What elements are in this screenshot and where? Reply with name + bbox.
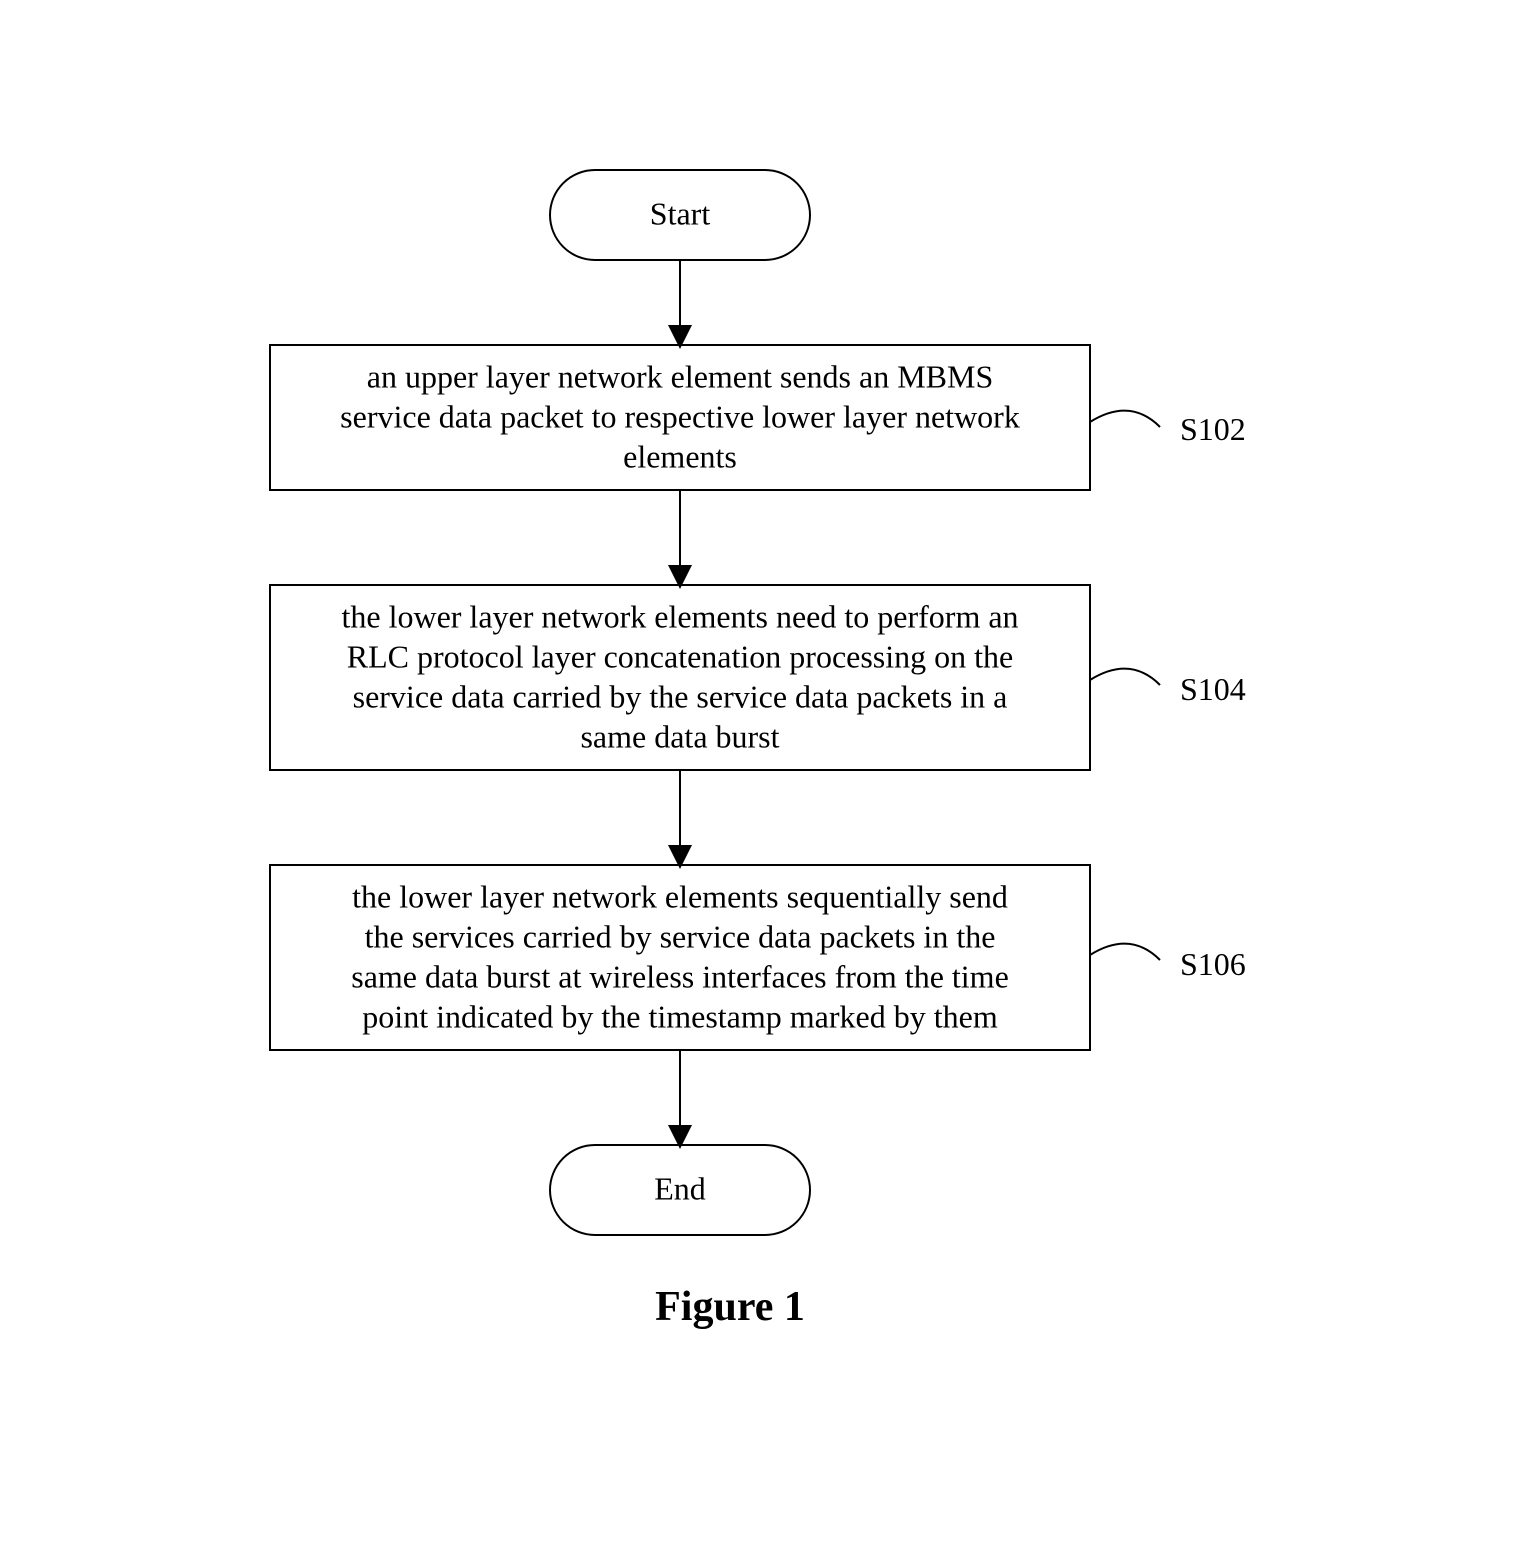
start-text: Start [650, 195, 711, 231]
s104-connector [1090, 669, 1160, 685]
s106-text: the lower layer network elements sequent… [351, 879, 1009, 1035]
end-text: End [654, 1170, 706, 1206]
s106-connector [1090, 944, 1160, 960]
s104-text: the lower layer network elements need to… [341, 599, 1018, 755]
s102-label: S102 [1180, 411, 1246, 447]
s102-text: an upper layer network element sends an … [340, 359, 1020, 475]
s102-connector [1090, 411, 1160, 427]
flowchart-svg: Start an upper layer network element send… [0, 0, 1518, 1568]
s106-label: S106 [1180, 946, 1246, 982]
s104-label: S104 [1180, 671, 1246, 707]
figure-caption: Figure 1 [655, 1284, 805, 1330]
